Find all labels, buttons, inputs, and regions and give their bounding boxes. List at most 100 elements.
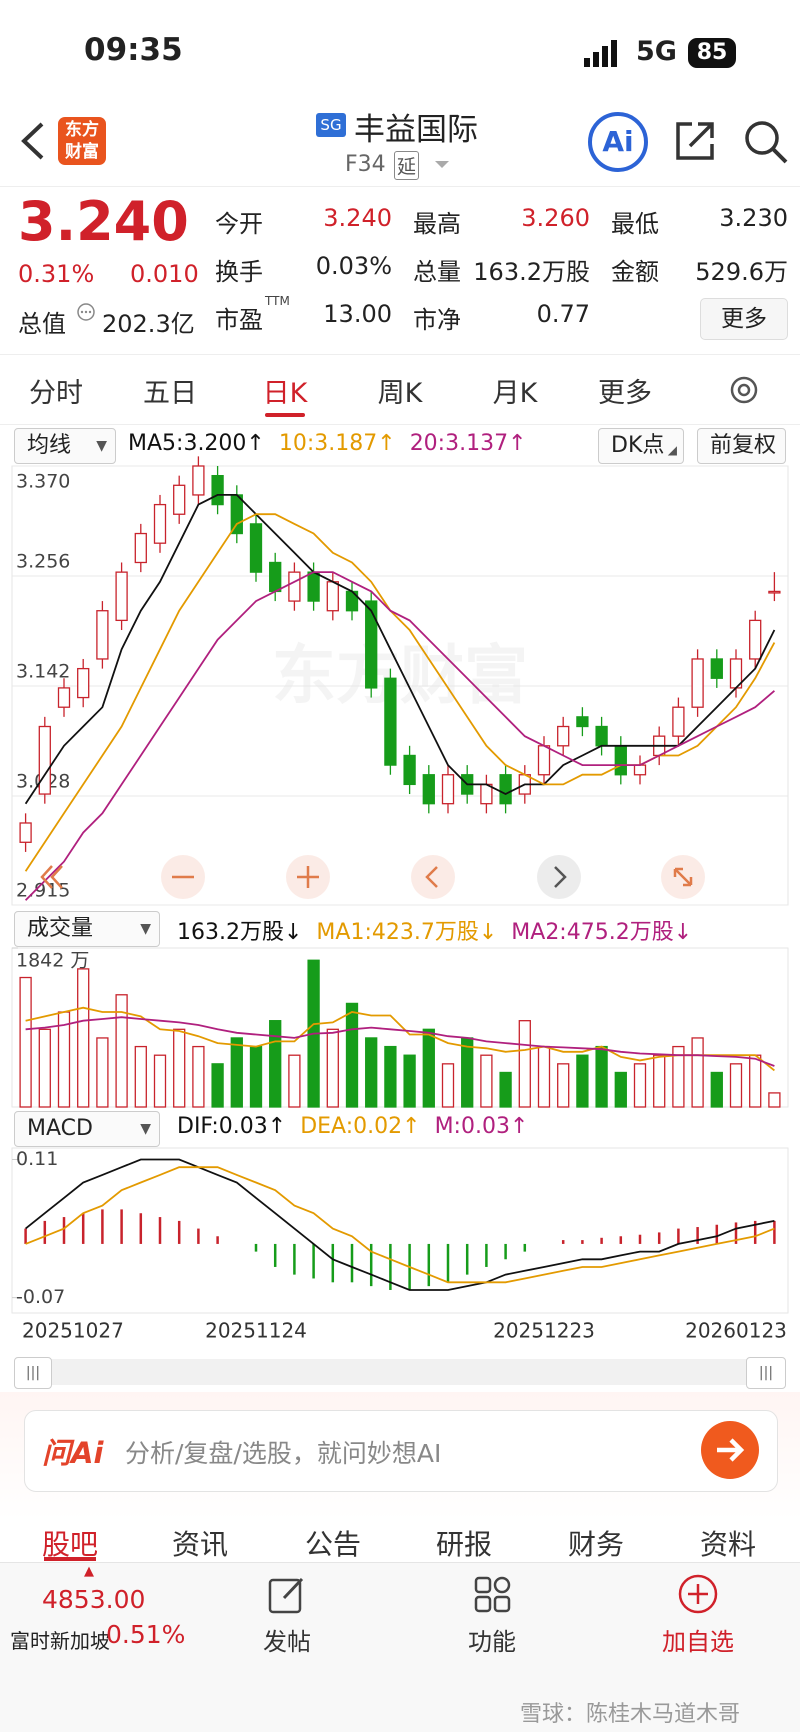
content-tab[interactable]: 研报 xyxy=(435,1528,492,1561)
up-arrow: ▲ xyxy=(84,1564,94,1579)
chart-control[interactable] xyxy=(411,855,455,899)
period-tab[interactable]: 周K xyxy=(377,378,423,409)
candle-body xyxy=(57,687,71,708)
period-tab[interactable]: 月K xyxy=(492,378,538,409)
search-button[interactable] xyxy=(742,118,790,166)
ai-logo: 问Ai xyxy=(42,1436,104,1470)
control-circle xyxy=(411,855,455,899)
volume-bar xyxy=(691,1037,704,1108)
chart-control[interactable] xyxy=(161,855,205,899)
volume-bar xyxy=(441,1063,455,1108)
more-button[interactable]: 更多 xyxy=(700,298,788,340)
period-tab[interactable]: 五日 xyxy=(143,378,197,409)
scroll-handle[interactable]: ||| xyxy=(14,1357,52,1389)
volume-bar xyxy=(96,1037,109,1108)
period-tab[interactable]: 更多 xyxy=(598,378,652,409)
control-icon xyxy=(673,867,693,887)
content-tab[interactable]: 资料 xyxy=(699,1528,756,1561)
series-line xyxy=(25,1158,775,1291)
volume-bar xyxy=(422,1028,435,1108)
candle-body xyxy=(77,667,90,699)
volume-bar xyxy=(288,1054,301,1108)
volume-bar xyxy=(768,1092,781,1108)
y-tick-label: 3.370 xyxy=(16,471,70,493)
field-label: 市净 xyxy=(413,306,461,334)
chart-control[interactable] xyxy=(661,855,705,899)
volume-bar xyxy=(230,1037,243,1108)
tab-underline xyxy=(265,413,305,417)
back-button[interactable] xyxy=(18,120,48,162)
ma-legend: MA5:3.200↑ 10:3.187↑ 20:3.137↑ xyxy=(128,431,527,456)
content-tab[interactable]: 股吧 xyxy=(41,1528,98,1561)
volume-bar xyxy=(211,1063,224,1108)
candle-body xyxy=(153,503,167,544)
field-value: 3.260 xyxy=(521,204,590,232)
scrollbar[interactable] xyxy=(14,1359,786,1385)
dropdown-icon[interactable] xyxy=(434,160,450,170)
candle-body xyxy=(384,677,397,766)
period-tab[interactable]: 分时 xyxy=(29,378,83,409)
content-tab[interactable]: 公告 xyxy=(304,1528,361,1561)
ai-send[interactable] xyxy=(700,1420,760,1480)
content-tab[interactable]: 财务 xyxy=(567,1528,624,1561)
candle-body xyxy=(422,774,435,805)
legend-item: 10:3.187↑ xyxy=(278,431,396,456)
share-button[interactable] xyxy=(672,118,718,164)
ai-button[interactable]: Ai xyxy=(586,110,650,174)
selector-label: DK点 xyxy=(611,433,665,458)
macd-selector[interactable]: MACD ▼ xyxy=(14,1111,160,1147)
watermark: 雪球：陈桂木马道木哥 xyxy=(520,1702,741,1727)
index-name: 富时新加坡 xyxy=(10,1629,110,1653)
adjust-selector[interactable]: 前复权 xyxy=(697,428,786,464)
settings-button[interactable] xyxy=(726,372,762,408)
volume-bar xyxy=(537,1045,551,1108)
add-icon[interactable] xyxy=(676,1572,720,1616)
volume-bar xyxy=(595,1045,608,1108)
volume-selector[interactable]: 成交量 ▼ xyxy=(14,911,160,947)
volume-bar xyxy=(134,1045,147,1108)
period-tab[interactable]: 日K xyxy=(262,378,308,409)
ai-placeholder: 分析/复盘/选股，就问妙想AI xyxy=(125,1439,442,1468)
volume-bar xyxy=(653,1054,666,1108)
function-icon[interactable] xyxy=(472,1574,514,1616)
post-icon[interactable] xyxy=(266,1574,308,1616)
candle-body xyxy=(230,494,243,535)
candle-body xyxy=(249,523,263,573)
candle-body xyxy=(365,600,378,689)
volume-bar xyxy=(576,1054,589,1108)
volume-bar xyxy=(19,976,32,1108)
signal-icon xyxy=(584,40,617,67)
scroll-handle[interactable]: ||| xyxy=(746,1357,786,1389)
control-circle xyxy=(537,855,581,899)
legend-item: M:0.03↑ xyxy=(434,1114,529,1139)
ai-input[interactable] xyxy=(24,1410,778,1492)
field-label: 换手 xyxy=(215,258,263,286)
info-icon[interactable] xyxy=(76,302,96,322)
field-label: 金额 xyxy=(611,258,659,286)
legend-item: DIF:0.03↑ xyxy=(177,1114,287,1139)
chart-control[interactable] xyxy=(537,855,581,899)
volume-bar xyxy=(729,1063,743,1108)
ma-selector[interactable]: 均线 ▼ xyxy=(14,428,116,464)
stock-code: F34 xyxy=(345,152,386,177)
content-tab[interactable]: 资讯 xyxy=(171,1528,228,1561)
dk-selector[interactable]: DK点 ◢ xyxy=(598,428,684,464)
legend-item: MA5:3.200↑ xyxy=(128,431,265,456)
battery: 85 xyxy=(688,38,736,68)
chart-control[interactable] xyxy=(286,855,330,899)
zoom-left xyxy=(40,865,63,889)
footer-action[interactable]: 加自选 xyxy=(662,1628,734,1656)
candle-body xyxy=(288,571,301,602)
footer-action[interactable]: 发帖 xyxy=(263,1628,311,1656)
control-icon xyxy=(554,866,567,888)
volume-bar xyxy=(249,1045,263,1108)
candle-body xyxy=(576,716,589,728)
field-value: 163.2万股 xyxy=(473,258,590,286)
stock-name: 丰益国际 xyxy=(354,112,478,148)
footer-action[interactable]: 功能 xyxy=(468,1628,516,1656)
change: 0.010 xyxy=(130,260,199,288)
selector-label: 成交量 xyxy=(27,916,94,941)
volume-bar xyxy=(403,1054,416,1108)
